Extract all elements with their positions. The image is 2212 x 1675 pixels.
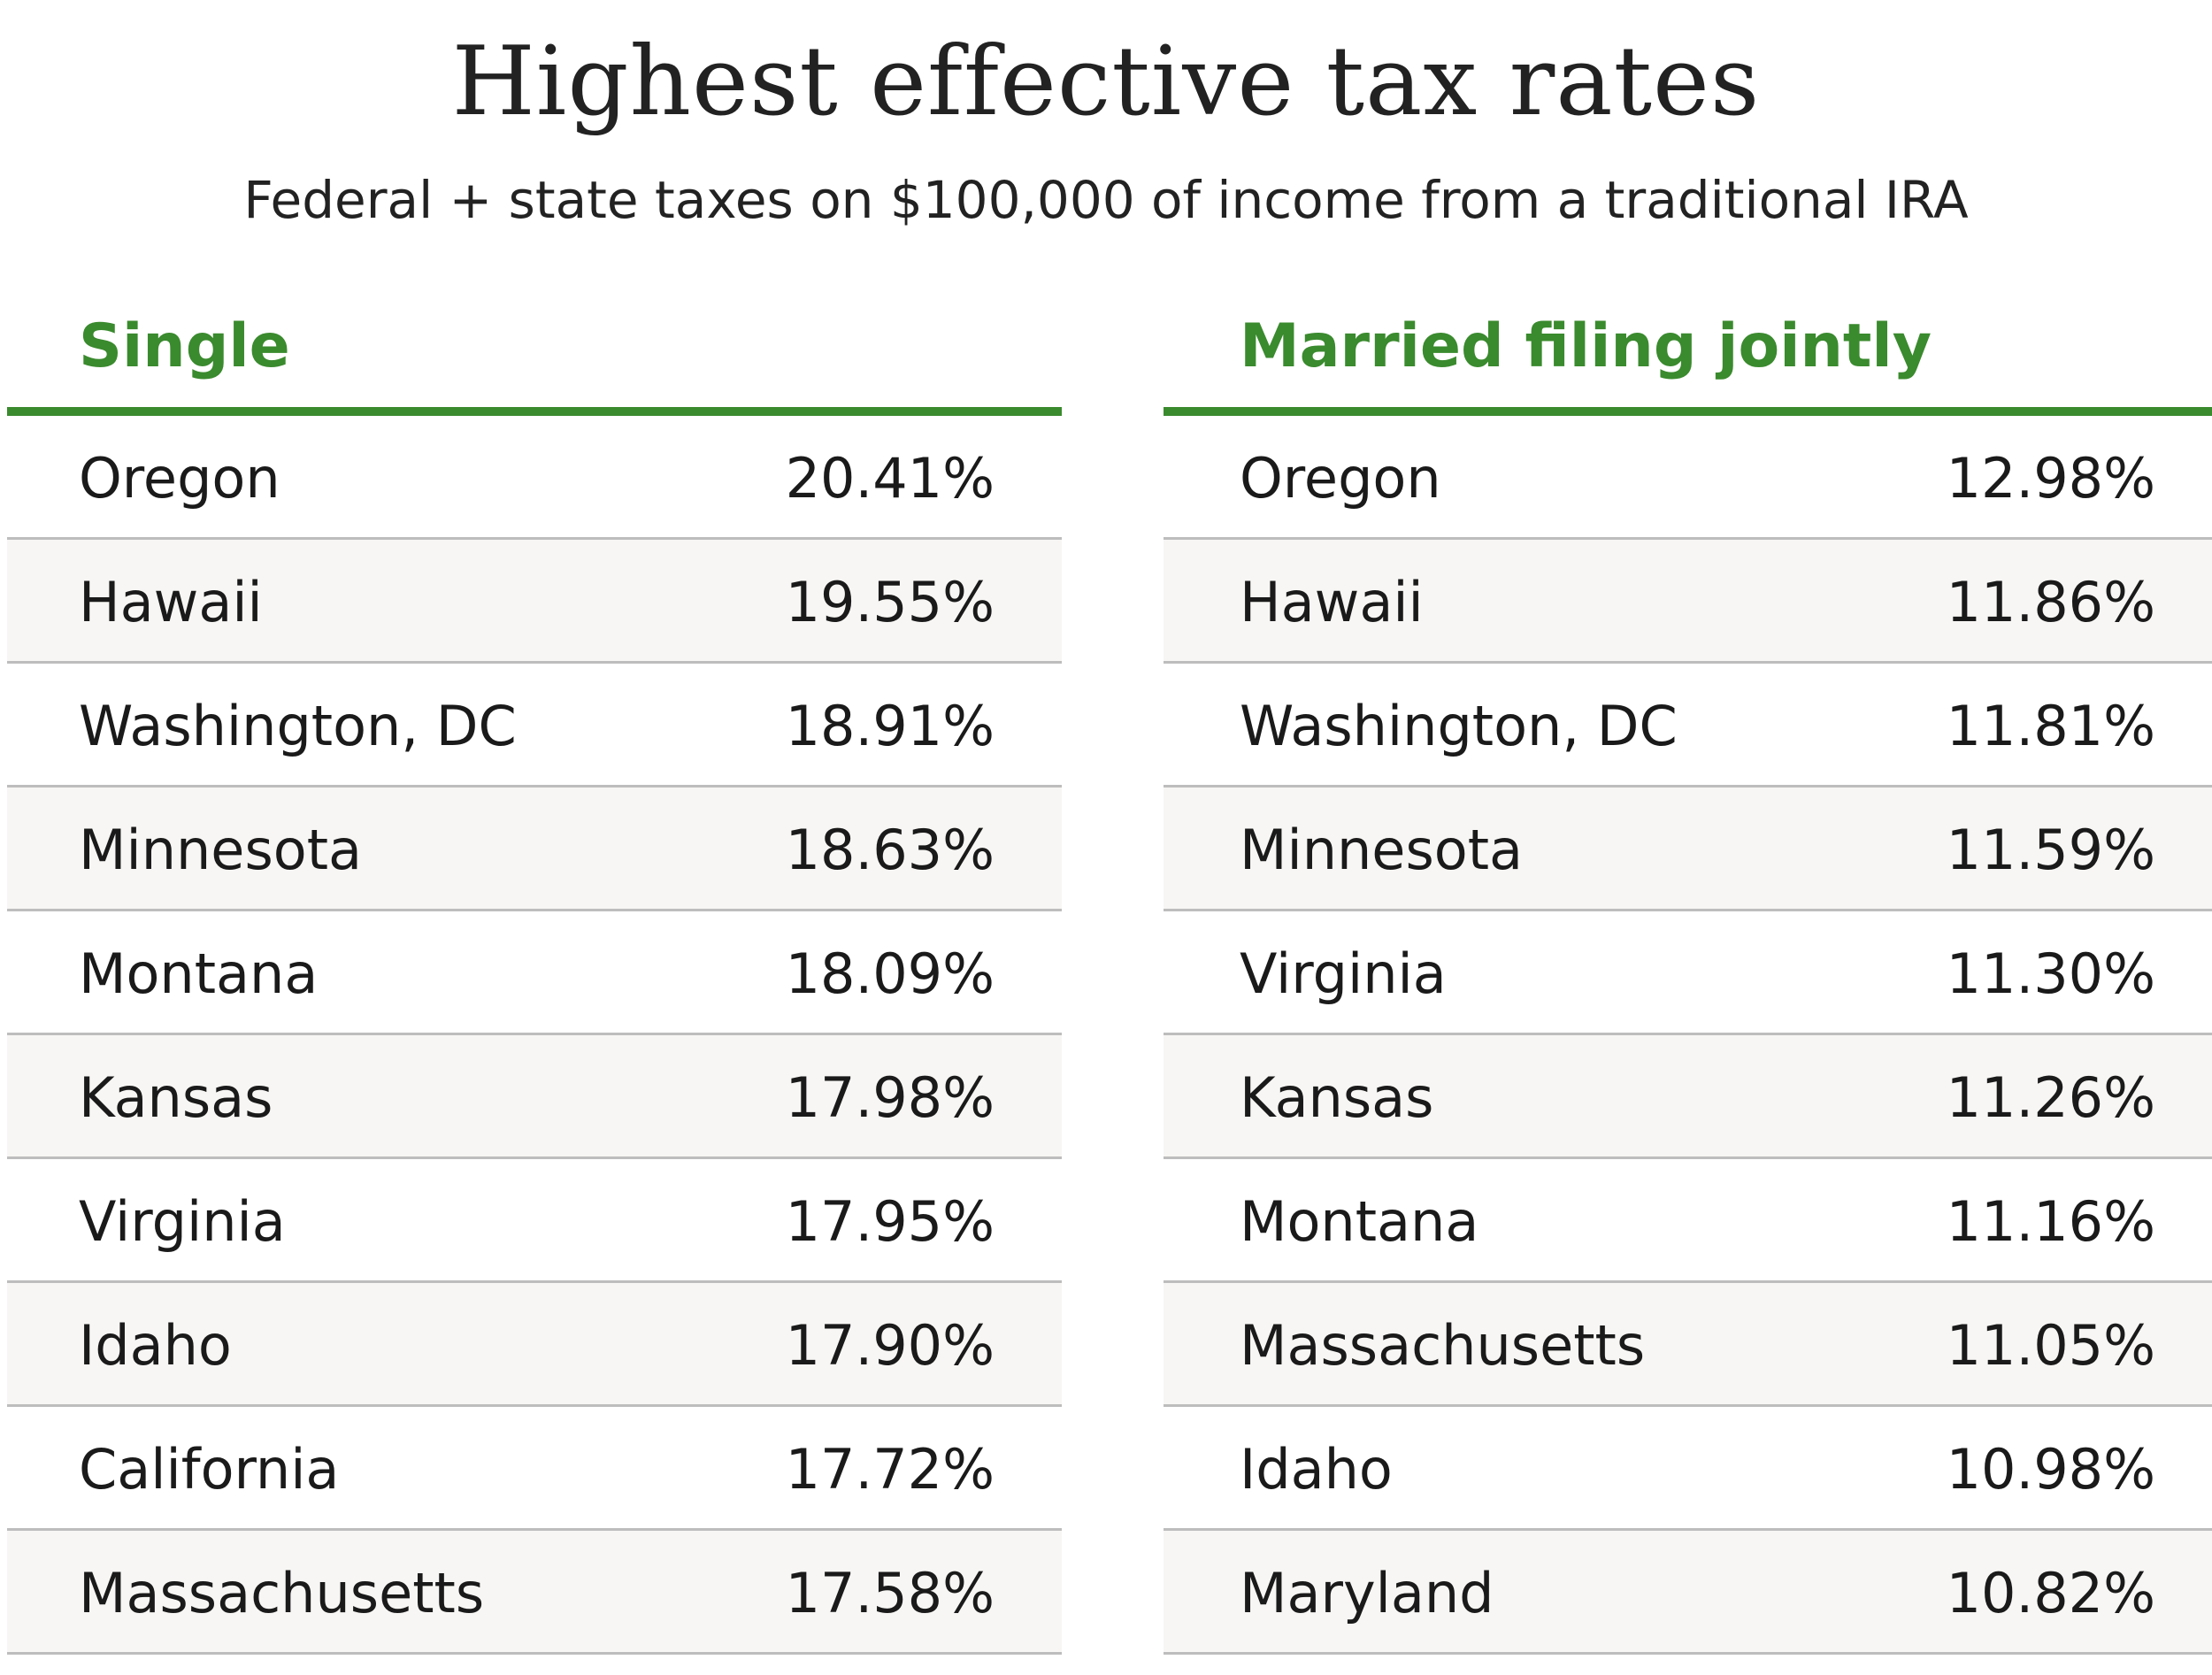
state-name: Virginia	[79, 1189, 286, 1254]
page-title: Highest effective tax rates	[451, 27, 1761, 137]
state-name: Massachusetts	[1240, 1313, 1646, 1378]
table-row: Massachusetts 11.05%	[1164, 1283, 2212, 1407]
table-row: Minnesota 18.63%	[7, 788, 1062, 911]
tax-rate: 11.26%	[1946, 1065, 2155, 1130]
tax-rate: 17.90%	[785, 1313, 995, 1378]
table-row: Idaho 10.98%	[1164, 1407, 2212, 1531]
state-name: Idaho	[1240, 1437, 1393, 1502]
state-name: Kansas	[1240, 1065, 1434, 1130]
tax-rate: 18.91%	[785, 694, 995, 758]
state-name: Montana	[79, 941, 319, 1006]
table-row: Oregon 12.98%	[1164, 416, 2212, 540]
tax-rate: 11.05%	[1946, 1313, 2155, 1378]
tax-rate: 11.59%	[1946, 818, 2155, 882]
tax-rate: 17.58%	[785, 1561, 995, 1625]
state-name: Hawaii	[1240, 570, 1424, 634]
table-heading-label: Single	[79, 311, 290, 381]
table-row: Minnesota 11.59%	[1164, 788, 2212, 911]
state-name: Kansas	[79, 1065, 273, 1130]
tax-rate: 11.81%	[1946, 694, 2155, 758]
table-row: Hawaii 11.86%	[1164, 540, 2212, 664]
table-row: California 17.72%	[7, 1407, 1062, 1531]
tax-rate: 19.55%	[785, 570, 995, 634]
tax-rate: 17.95%	[785, 1189, 995, 1254]
table-row: Washington, DC 11.81%	[1164, 664, 2212, 788]
state-name: California	[79, 1437, 340, 1502]
table-row: Montana 18.09%	[7, 911, 1062, 1035]
table-heading-label: Married filing jointly	[1240, 311, 1932, 381]
table-row: Kansas 17.98%	[7, 1035, 1062, 1159]
state-name: Minnesota	[79, 818, 362, 882]
tax-rate: 10.98%	[1946, 1437, 2155, 1502]
state-name: Washington, DC	[1240, 694, 1678, 758]
table-row: Washington, DC 18.91%	[7, 664, 1062, 788]
tax-rate: 17.72%	[785, 1437, 995, 1502]
table-single: Single Oregon 20.41% Hawaii 19.55% Washingto…	[7, 301, 1062, 1655]
table-row: Idaho 17.90%	[7, 1283, 1062, 1407]
state-name: Montana	[1240, 1189, 1479, 1254]
tax-rate: 18.63%	[785, 818, 995, 882]
state-name: Maryland	[1240, 1561, 1494, 1625]
tax-rate: 18.09%	[785, 941, 995, 1006]
table-heading: Married filing jointly	[1164, 301, 2212, 416]
table-row: Kansas 11.26%	[1164, 1035, 2212, 1159]
table-row: Maryland 10.82%	[1164, 1531, 2212, 1655]
state-name: Washington, DC	[79, 694, 517, 758]
table-married-filing-jointly: Married filing jointly Oregon 12.98% Hawai…	[1164, 301, 2212, 1655]
tax-rate: 11.86%	[1946, 570, 2155, 634]
state-name: Massachusetts	[79, 1561, 485, 1625]
tax-rate: 20.41%	[785, 446, 995, 511]
table-row: Virginia 11.30%	[1164, 911, 2212, 1035]
table-row: Hawaii 19.55%	[7, 540, 1062, 664]
table-row: Montana 11.16%	[1164, 1159, 2212, 1283]
state-name: Oregon	[79, 446, 280, 511]
state-name: Minnesota	[1240, 818, 1523, 882]
page-subtitle: Federal + state taxes on $100,000 of inc…	[243, 170, 1969, 230]
tax-rate: 12.98%	[1946, 446, 2155, 511]
table-heading: Single	[7, 301, 1062, 416]
tax-rate: 17.98%	[785, 1065, 995, 1130]
table-row: Massachusetts 17.58%	[7, 1531, 1062, 1655]
state-name: Oregon	[1240, 446, 1441, 511]
tax-rate: 11.16%	[1946, 1189, 2155, 1254]
tax-rate: 10.82%	[1946, 1561, 2155, 1625]
tax-rate: 11.30%	[1946, 941, 2155, 1006]
state-name: Idaho	[79, 1313, 232, 1378]
table-row: Oregon 20.41%	[7, 416, 1062, 540]
state-name: Hawaii	[79, 570, 263, 634]
table-row: Virginia 17.95%	[7, 1159, 1062, 1283]
state-name: Virginia	[1240, 941, 1447, 1006]
